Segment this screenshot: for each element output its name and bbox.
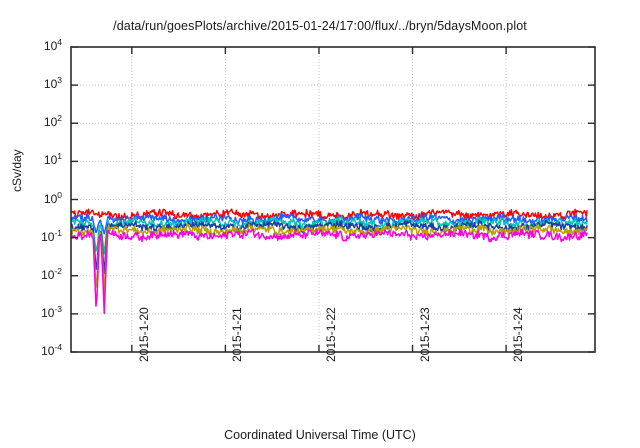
y-tick-label: 101 bbox=[43, 151, 62, 168]
x-tick-label: 2015-1-22 bbox=[323, 307, 338, 362]
x-tick-label: 2015-1-24 bbox=[511, 307, 526, 362]
y-tick-label: 10-3 bbox=[41, 303, 62, 320]
y-tick-label: 10-1 bbox=[41, 227, 62, 244]
y-tick-label: 10-2 bbox=[41, 265, 62, 282]
x-tick-label: 2015-1-20 bbox=[136, 307, 151, 362]
y-tick-label: 103 bbox=[43, 75, 62, 92]
data-trace-channel-navy bbox=[71, 219, 588, 275]
data-traces bbox=[71, 208, 588, 315]
x-tick-label: 2015-1-23 bbox=[417, 307, 432, 362]
y-tick-label: 102 bbox=[43, 113, 62, 130]
data-trace-channel-magenta bbox=[71, 228, 588, 315]
data-trace-channel-red bbox=[71, 208, 588, 221]
x-tick-label: 2015-1-21 bbox=[230, 307, 245, 362]
y-tick-label: 100 bbox=[43, 189, 62, 206]
y-tick-label: 10-4 bbox=[41, 342, 62, 358]
y-tick-label: 104 bbox=[43, 37, 62, 53]
page-title: /data/run/goesPlots/archive/2015-01-24/1… bbox=[113, 19, 527, 33]
axis-ticks bbox=[71, 46, 595, 353]
data-trace-channel-olive bbox=[71, 223, 588, 295]
x-axis-title: Coordinated Universal Time (UTC) bbox=[224, 428, 416, 442]
